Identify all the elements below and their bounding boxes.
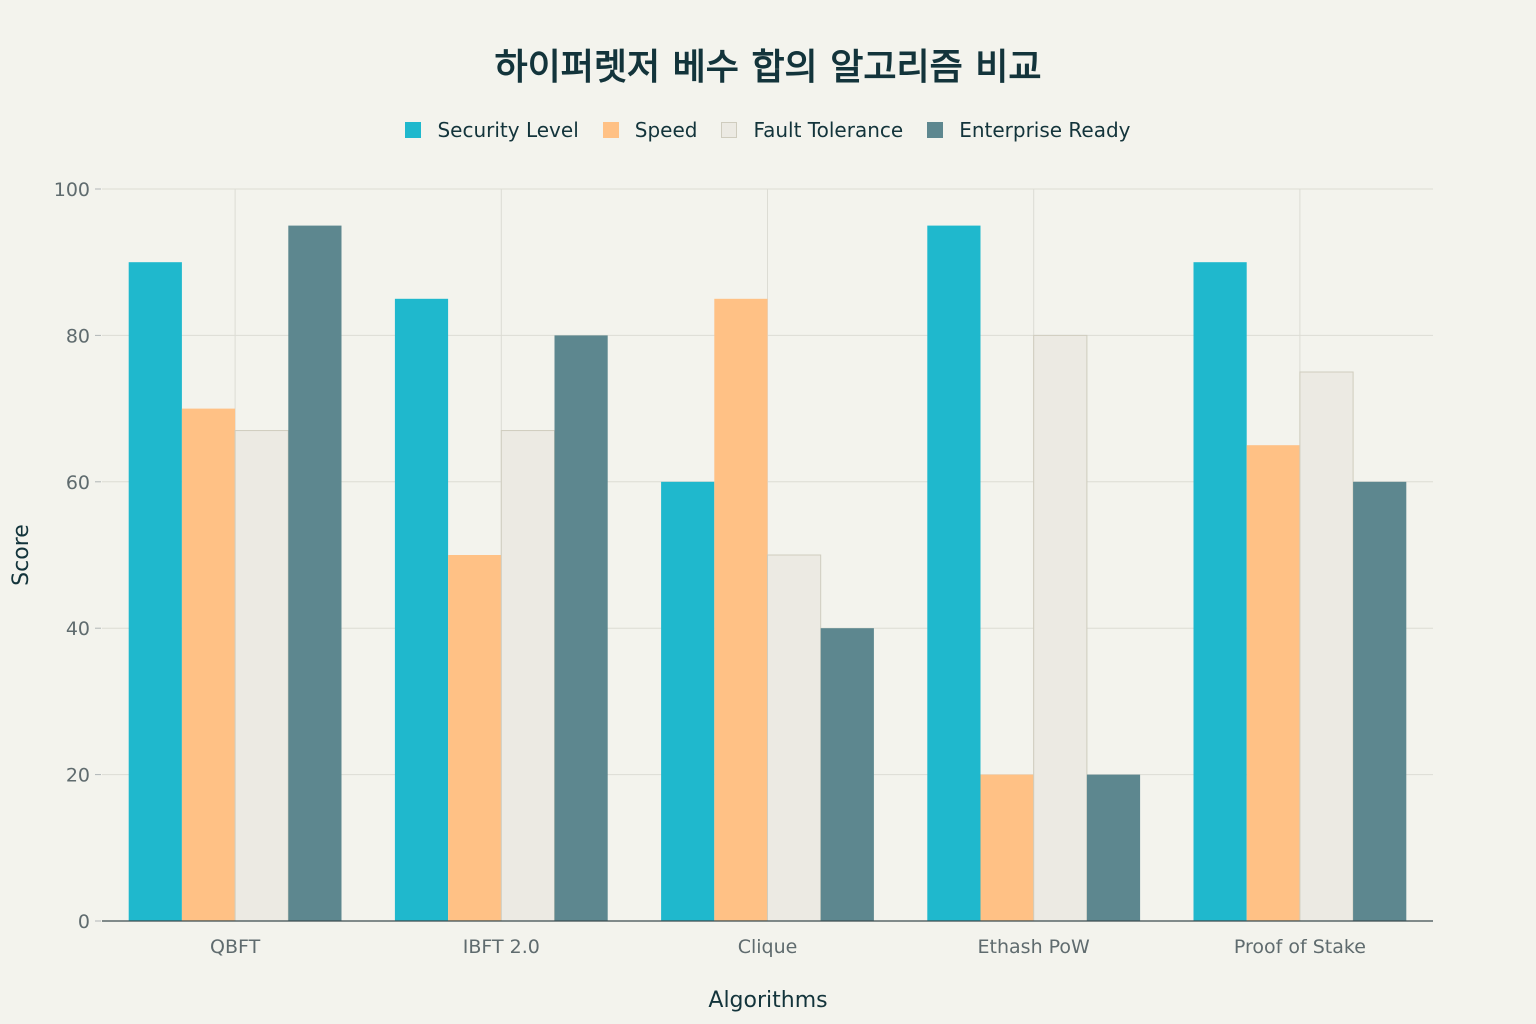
x-tick-label: QBFT bbox=[210, 936, 261, 958]
legend-item[interactable]: Speed bbox=[602, 118, 698, 142]
bar-speed bbox=[714, 298, 768, 921]
y-tick-label: 60 bbox=[66, 472, 90, 494]
bar-enterprise-ready bbox=[820, 628, 874, 921]
y-tick-label: 20 bbox=[66, 765, 90, 787]
y-tick-label: 0 bbox=[78, 911, 90, 933]
bar-enterprise-ready bbox=[288, 225, 342, 922]
bar-fault-tolerance bbox=[1299, 371, 1354, 922]
legend-swatch bbox=[602, 122, 619, 138]
legend-item[interactable]: Security Level bbox=[405, 118, 579, 142]
legend-label: Security Level bbox=[437, 118, 579, 142]
chart-title: 하이퍼렛저 베수 합의 알고리즘 비교 bbox=[494, 47, 1042, 88]
y-tick-label: 80 bbox=[66, 325, 90, 347]
axes bbox=[95, 188, 1433, 922]
bar-security-level bbox=[927, 225, 981, 922]
bar-enterprise-ready bbox=[1086, 774, 1141, 921]
legend-swatch bbox=[721, 122, 738, 138]
legend-item[interactable]: Fault Tolerance bbox=[721, 118, 903, 142]
bar-fault-tolerance bbox=[1033, 334, 1088, 922]
x-tick-label: Ethash PoW bbox=[978, 936, 1091, 958]
bar-enterprise-ready bbox=[554, 335, 608, 921]
y-axis-title: Score bbox=[9, 524, 34, 586]
bar-speed bbox=[1246, 445, 1300, 921]
bars bbox=[128, 225, 1407, 922]
bar-speed bbox=[980, 774, 1034, 921]
legend-item[interactable]: Enterprise Ready bbox=[927, 118, 1131, 142]
bar-enterprise-ready bbox=[1353, 481, 1407, 921]
bar-security-level bbox=[661, 481, 715, 921]
bar-speed bbox=[448, 555, 502, 921]
legend-swatch bbox=[927, 122, 944, 138]
x-axis-title: Algorithms bbox=[708, 988, 827, 1013]
bar-fault-tolerance bbox=[234, 430, 289, 922]
legend-label: Enterprise Ready bbox=[959, 118, 1131, 142]
tick-labels: 0 20 40 60 80 100 QBFT IBFT 2.0 Clique Ethash PoW… bbox=[54, 179, 1366, 958]
x-tick-label: IBFT 2.0 bbox=[463, 936, 540, 958]
bar-fault-tolerance bbox=[500, 430, 555, 922]
legend-swatch bbox=[405, 122, 422, 138]
x-tick-label: Proof of Stake bbox=[1234, 936, 1366, 958]
bar-security-level bbox=[394, 298, 449, 921]
legend: Security Level Speed Fault Tolerance Enterp… bbox=[0, 118, 1536, 142]
bar-fault-tolerance bbox=[767, 554, 822, 922]
bar-security-level bbox=[128, 262, 182, 921]
y-tick-label: 100 bbox=[54, 179, 90, 201]
y-tick-label: 40 bbox=[66, 618, 90, 640]
legend-label: Speed bbox=[634, 118, 698, 142]
bar-speed bbox=[181, 408, 236, 922]
x-tick-label: Clique bbox=[738, 936, 798, 958]
bar-security-level bbox=[1193, 262, 1247, 921]
legend-label: Fault Tolerance bbox=[753, 118, 904, 142]
